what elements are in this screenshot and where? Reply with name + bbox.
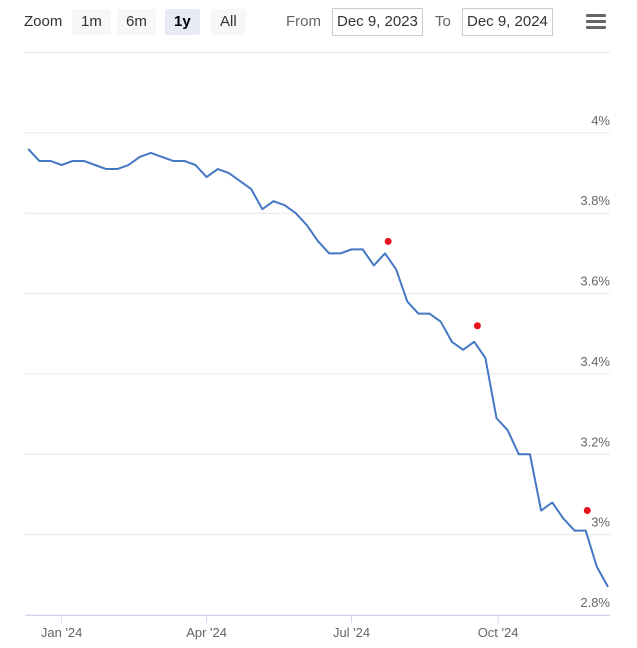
y-tick-label: 3.4% — [580, 354, 610, 369]
marker — [384, 237, 392, 245]
marker — [583, 507, 591, 515]
zoom-label: Zoom — [24, 13, 63, 30]
from-input[interactable]: Dec 9, 2023 — [332, 8, 423, 36]
zoom-button[interactable]: 6m — [117, 9, 156, 35]
y-tick-label: 3.2% — [580, 434, 610, 449]
x-tick-label: Oct '24 — [478, 625, 519, 640]
x-tick-label: Apr '24 — [186, 625, 227, 640]
y-tick-label: 3% — [591, 515, 610, 530]
zoom-button[interactable]: All — [211, 9, 246, 35]
x-tick-label: Jan '24 — [41, 625, 83, 640]
menu-button[interactable] — [584, 10, 608, 34]
y-tick-label: 3.6% — [580, 274, 610, 289]
marker — [473, 322, 481, 330]
y-tick-label: 4% — [591, 113, 610, 128]
to-label: To — [435, 13, 451, 30]
y-tick-label: 2.8% — [580, 595, 610, 610]
zoom-button[interactable]: 1y — [165, 9, 200, 35]
from-label: From — [286, 13, 321, 30]
y-tick-label: 3.8% — [580, 193, 610, 208]
series-line — [27, 148, 609, 588]
toolbar: Zoom 1m 6m 1y All From Dec 9, 2023 To De… — [0, 0, 637, 44]
to-input[interactable]: Dec 9, 2024 — [462, 8, 553, 36]
zoom-button[interactable]: 1m — [72, 9, 111, 35]
x-tick-label: Jul '24 — [333, 625, 370, 640]
